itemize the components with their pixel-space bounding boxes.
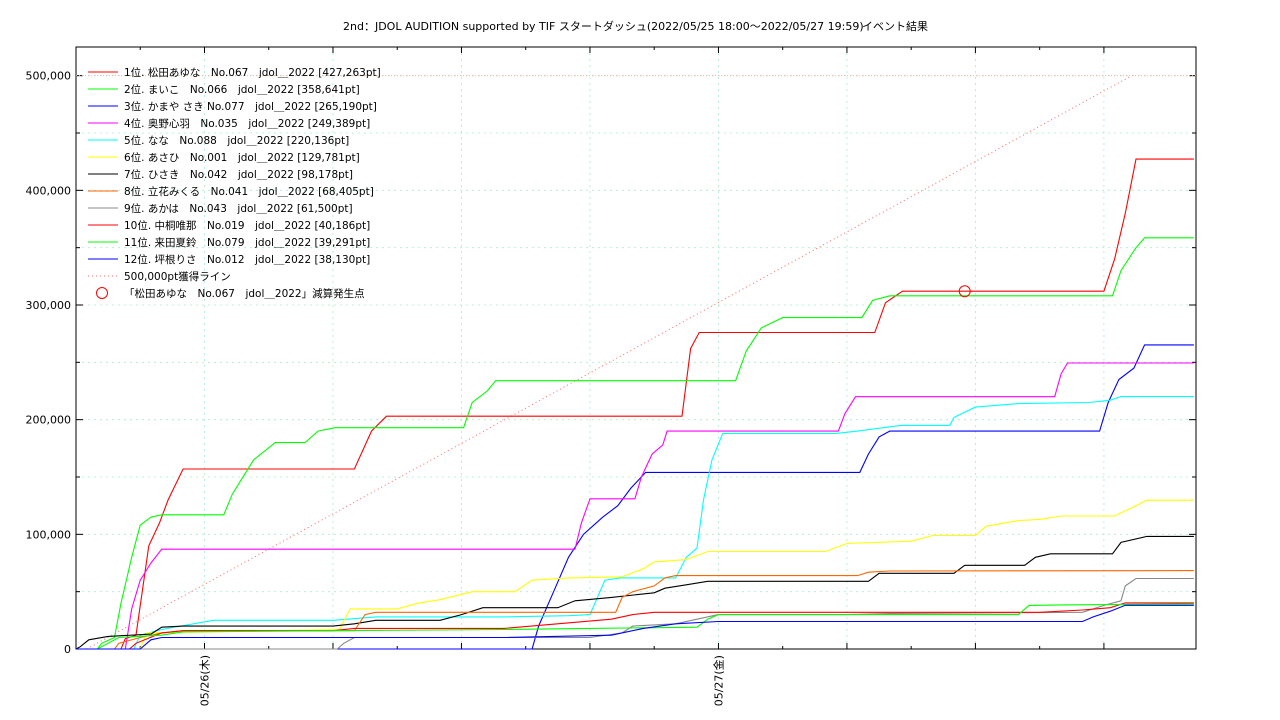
series-line-2 <box>76 237 1194 650</box>
series-line-9 <box>76 577 1194 650</box>
legend-label-5: 5位. なな No.088 jdol＿2022 [220,136pt] <box>124 134 349 147</box>
series-line-5 <box>76 396 1194 650</box>
series-line-3 <box>76 344 1194 650</box>
x-tick-label: 05/27(金) <box>711 655 725 706</box>
series-line-4 <box>76 362 1194 650</box>
legend-label-3: 3位. かまや さき No.077 jdol＿2022 [265,190pt] <box>124 100 377 113</box>
y-tick-label: 0 <box>64 643 71 656</box>
series-line-7 <box>75 535 1194 650</box>
legend-label-12: 12位. 坪根りさ No.012 jdol＿2022 [38,130pt] <box>124 253 370 266</box>
plot-frame <box>75 46 1197 650</box>
legend-label-marker: 「松田あゆな No.067 jdol＿2022」減算発生点 <box>124 287 365 300</box>
legend-label-8: 8位. 立花みくる No.041 jdol＿2022 [68,405pt] <box>124 185 374 198</box>
series-line-11 <box>76 603 1194 650</box>
legend-label-4: 4位. 奥野心羽 No.035 jdol＿2022 [249,389pt] <box>124 117 370 130</box>
chart-subtitle: イベント結果 <box>862 19 928 33</box>
y-tick-label: 200,000 <box>26 414 72 427</box>
y-tick-label: 300,000 <box>26 299 72 312</box>
legend-label-11: 11位. 来田夏鈴 No.079 jdol＿2022 [39,291pt] <box>124 236 370 249</box>
legend-swatch-marker <box>96 287 108 299</box>
y-tick-label: 100,000 <box>26 528 72 541</box>
legend-label-2: 2位. まいこ No.066 jdol＿2022 [358,641pt] <box>124 83 360 96</box>
series-group <box>75 158 1194 650</box>
legend-label-1: 1位. 松田あゆな No.067 jdol＿2022 [427,263pt] <box>124 66 381 79</box>
legend: 1位. 松田あゆな No.067 jdol＿2022 [427,263pt] 2位… <box>88 66 381 300</box>
series-line-8 <box>76 570 1194 650</box>
y-tick-label: 500,000 <box>26 70 72 83</box>
y-tick-label: 400,000 <box>26 184 72 197</box>
x-axis-ticks: 05/26(木) 05/27(金) <box>198 655 725 706</box>
marker-group <box>958 285 971 298</box>
series-line-10 <box>76 602 1194 650</box>
grid <box>75 47 1196 650</box>
series-line-12 <box>76 604 1194 650</box>
legend-label-9: 9位. あかは No.043 jdol＿2022 [61,500pt] <box>124 202 353 215</box>
series-line-6 <box>76 499 1194 650</box>
chart-title: 2nd：JDOL AUDITION supported by TIF スタートダ… <box>343 19 864 33</box>
y-axis-ticks: 0 100,000 200,000 300,000 400,000 500,000 <box>26 70 72 656</box>
legend-label-10: 10位. 中桐唯那 No.019 jdol＿2022 [40,186pt] <box>124 219 370 232</box>
legend-label-target: 500,000pt獲得ライン <box>124 270 231 283</box>
legend-label-6: 6位. あさひ No.001 jdol＿2022 [129,781pt] <box>124 151 360 164</box>
target-line-group <box>76 75 1196 650</box>
x-tick-label: 05/26(木) <box>198 655 211 706</box>
series-line-1 <box>76 158 1194 650</box>
legend-label-7: 7位. ひさき No.042 jdol＿2022 [98,178pt] <box>124 168 353 181</box>
event-marker-point <box>958 285 971 298</box>
